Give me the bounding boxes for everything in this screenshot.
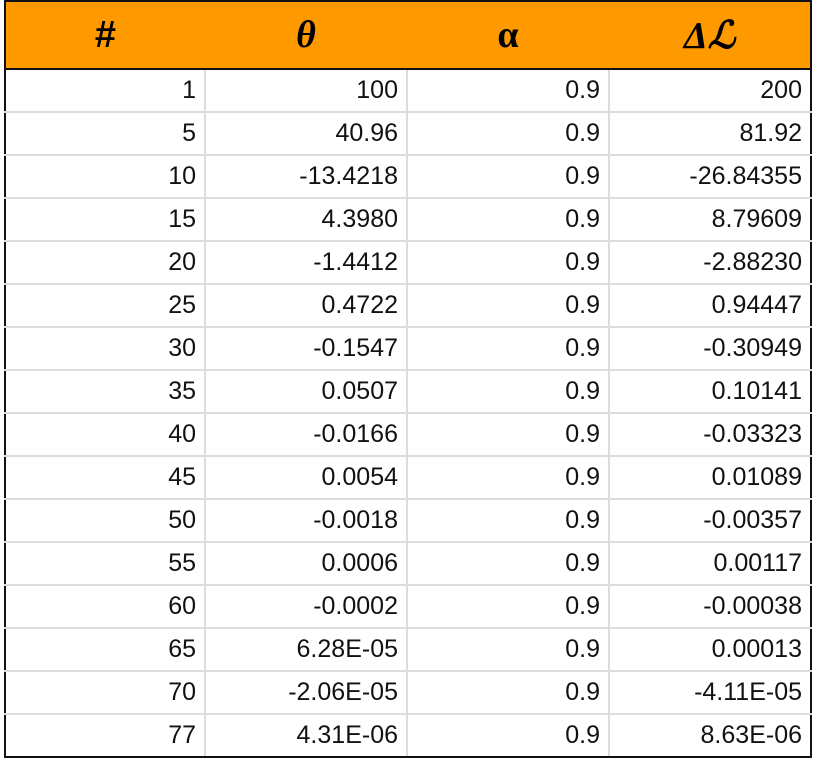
table-row: 10 -13.4218 0.9 -26.84355 bbox=[4, 155, 812, 199]
cell-alpha[interactable]: 0.9 bbox=[407, 413, 610, 457]
cell-delta-loss[interactable]: 8.79609 bbox=[609, 198, 812, 242]
cell-index[interactable]: 77 bbox=[4, 714, 206, 758]
table-row: 30 -0.1547 0.9 -0.30949 bbox=[4, 327, 812, 371]
cell-delta-loss[interactable]: 200 bbox=[609, 69, 812, 113]
cell-theta[interactable]: 100 bbox=[205, 69, 408, 113]
cell-alpha[interactable]: 0.9 bbox=[407, 241, 610, 285]
cell-index[interactable]: 30 bbox=[4, 327, 206, 371]
cell-delta-loss[interactable]: 0.01089 bbox=[609, 456, 812, 500]
cell-index[interactable]: 10 bbox=[4, 155, 206, 199]
cell-theta[interactable]: -0.1547 bbox=[205, 327, 408, 371]
cell-theta[interactable]: 0.0006 bbox=[205, 542, 408, 586]
table-row: 77 4.31E-06 0.9 8.63E-06 bbox=[4, 714, 812, 758]
table-row: 70 -2.06E-05 0.9 -4.11E-05 bbox=[4, 671, 812, 715]
cell-alpha[interactable]: 0.9 bbox=[407, 499, 610, 543]
cell-delta-loss[interactable]: -0.00038 bbox=[609, 585, 812, 629]
cell-delta-loss[interactable]: 0.00013 bbox=[609, 628, 812, 672]
cell-delta-loss[interactable]: -0.00357 bbox=[609, 499, 812, 543]
cell-alpha[interactable]: 0.9 bbox=[407, 284, 610, 328]
cell-alpha[interactable]: 0.9 bbox=[407, 327, 610, 371]
cell-index[interactable]: 5 bbox=[4, 112, 206, 156]
cell-alpha[interactable]: 0.9 bbox=[407, 456, 610, 500]
cell-alpha[interactable]: 0.9 bbox=[407, 370, 610, 414]
cell-index[interactable]: 20 bbox=[4, 241, 206, 285]
table-row: 35 0.0507 0.9 0.10141 bbox=[4, 370, 812, 414]
cell-index[interactable]: 65 bbox=[4, 628, 206, 672]
table-body: 1 100 0.9 200 5 40.96 0.9 81.92 10 -13.4218 0.9 -26… bbox=[4, 69, 812, 758]
cell-alpha[interactable]: 0.9 bbox=[407, 628, 610, 672]
cell-delta-loss[interactable]: -26.84355 bbox=[609, 155, 812, 199]
table-row: 65 6.28E-05 0.9 0.00013 bbox=[4, 628, 812, 672]
column-header-delta-loss[interactable]: Δℒ bbox=[609, 0, 812, 70]
cell-delta-loss[interactable]: -4.11E-05 bbox=[609, 671, 812, 715]
column-header-index[interactable]: # bbox=[4, 0, 205, 70]
cell-index[interactable]: 60 bbox=[4, 585, 206, 629]
cell-delta-loss[interactable]: -0.03323 bbox=[609, 413, 812, 457]
table-row: 50 -0.0018 0.9 -0.00357 bbox=[4, 499, 812, 543]
cell-index[interactable]: 25 bbox=[4, 284, 206, 328]
cell-delta-loss[interactable]: 81.92 bbox=[609, 112, 812, 156]
cell-delta-loss[interactable]: -0.30949 bbox=[609, 327, 812, 371]
cell-theta[interactable]: -13.4218 bbox=[205, 155, 408, 199]
table-row: 40 -0.0166 0.9 -0.03323 bbox=[4, 413, 812, 457]
table-row: 60 -0.0002 0.9 -0.00038 bbox=[4, 585, 812, 629]
cell-index[interactable]: 55 bbox=[4, 542, 206, 586]
column-header-theta[interactable]: θ bbox=[205, 0, 407, 70]
cell-alpha[interactable]: 0.9 bbox=[407, 155, 610, 199]
cell-index[interactable]: 40 bbox=[4, 413, 206, 457]
cell-theta[interactable]: 4.3980 bbox=[205, 198, 408, 242]
cell-alpha[interactable]: 0.9 bbox=[407, 69, 610, 113]
cell-delta-loss[interactable]: 0.94447 bbox=[609, 284, 812, 328]
cell-index[interactable]: 1 bbox=[4, 69, 206, 113]
cell-theta[interactable]: -2.06E-05 bbox=[205, 671, 408, 715]
cell-alpha[interactable]: 0.9 bbox=[407, 112, 610, 156]
cell-index[interactable]: 35 bbox=[4, 370, 206, 414]
table-row: 15 4.3980 0.9 8.79609 bbox=[4, 198, 812, 242]
column-header-alpha[interactable]: α bbox=[407, 0, 609, 70]
table-row: 25 0.4722 0.9 0.94447 bbox=[4, 284, 812, 328]
cell-alpha[interactable]: 0.9 bbox=[407, 198, 610, 242]
table-row: 45 0.0054 0.9 0.01089 bbox=[4, 456, 812, 500]
table-row: 20 -1.4412 0.9 -2.88230 bbox=[4, 241, 812, 285]
table-row: 1 100 0.9 200 bbox=[4, 69, 812, 113]
cell-delta-loss[interactable]: 0.00117 bbox=[609, 542, 812, 586]
cell-theta[interactable]: -0.0018 bbox=[205, 499, 408, 543]
cell-delta-loss[interactable]: -2.88230 bbox=[609, 241, 812, 285]
data-table: # θ α Δℒ 1 100 0.9 200 5 40.96 0.9 81.92 10 -13.4… bbox=[4, 0, 812, 758]
cell-theta[interactable]: -1.4412 bbox=[205, 241, 408, 285]
cell-theta[interactable]: 40.96 bbox=[205, 112, 408, 156]
table-row: 5 40.96 0.9 81.92 bbox=[4, 112, 812, 156]
cell-theta[interactable]: -0.0002 bbox=[205, 585, 408, 629]
cell-index[interactable]: 70 bbox=[4, 671, 206, 715]
table-header: # θ α Δℒ bbox=[4, 0, 812, 70]
cell-theta[interactable]: 0.0507 bbox=[205, 370, 408, 414]
cell-delta-loss[interactable]: 0.10141 bbox=[609, 370, 812, 414]
cell-alpha[interactable]: 0.9 bbox=[407, 542, 610, 586]
cell-index[interactable]: 45 bbox=[4, 456, 206, 500]
table-row: 55 0.0006 0.9 0.00117 bbox=[4, 542, 812, 586]
cell-index[interactable]: 15 bbox=[4, 198, 206, 242]
cell-theta[interactable]: 4.31E-06 bbox=[205, 714, 408, 758]
header-row: # θ α Δℒ bbox=[4, 0, 812, 70]
cell-alpha[interactable]: 0.9 bbox=[407, 714, 610, 758]
cell-theta[interactable]: 0.0054 bbox=[205, 456, 408, 500]
cell-alpha[interactable]: 0.9 bbox=[407, 585, 610, 629]
cell-theta[interactable]: -0.0166 bbox=[205, 413, 408, 457]
cell-theta[interactable]: 0.4722 bbox=[205, 284, 408, 328]
cell-theta[interactable]: 6.28E-05 bbox=[205, 628, 408, 672]
cell-delta-loss[interactable]: 8.63E-06 bbox=[609, 714, 812, 758]
cell-alpha[interactable]: 0.9 bbox=[407, 671, 610, 715]
cell-index[interactable]: 50 bbox=[4, 499, 206, 543]
